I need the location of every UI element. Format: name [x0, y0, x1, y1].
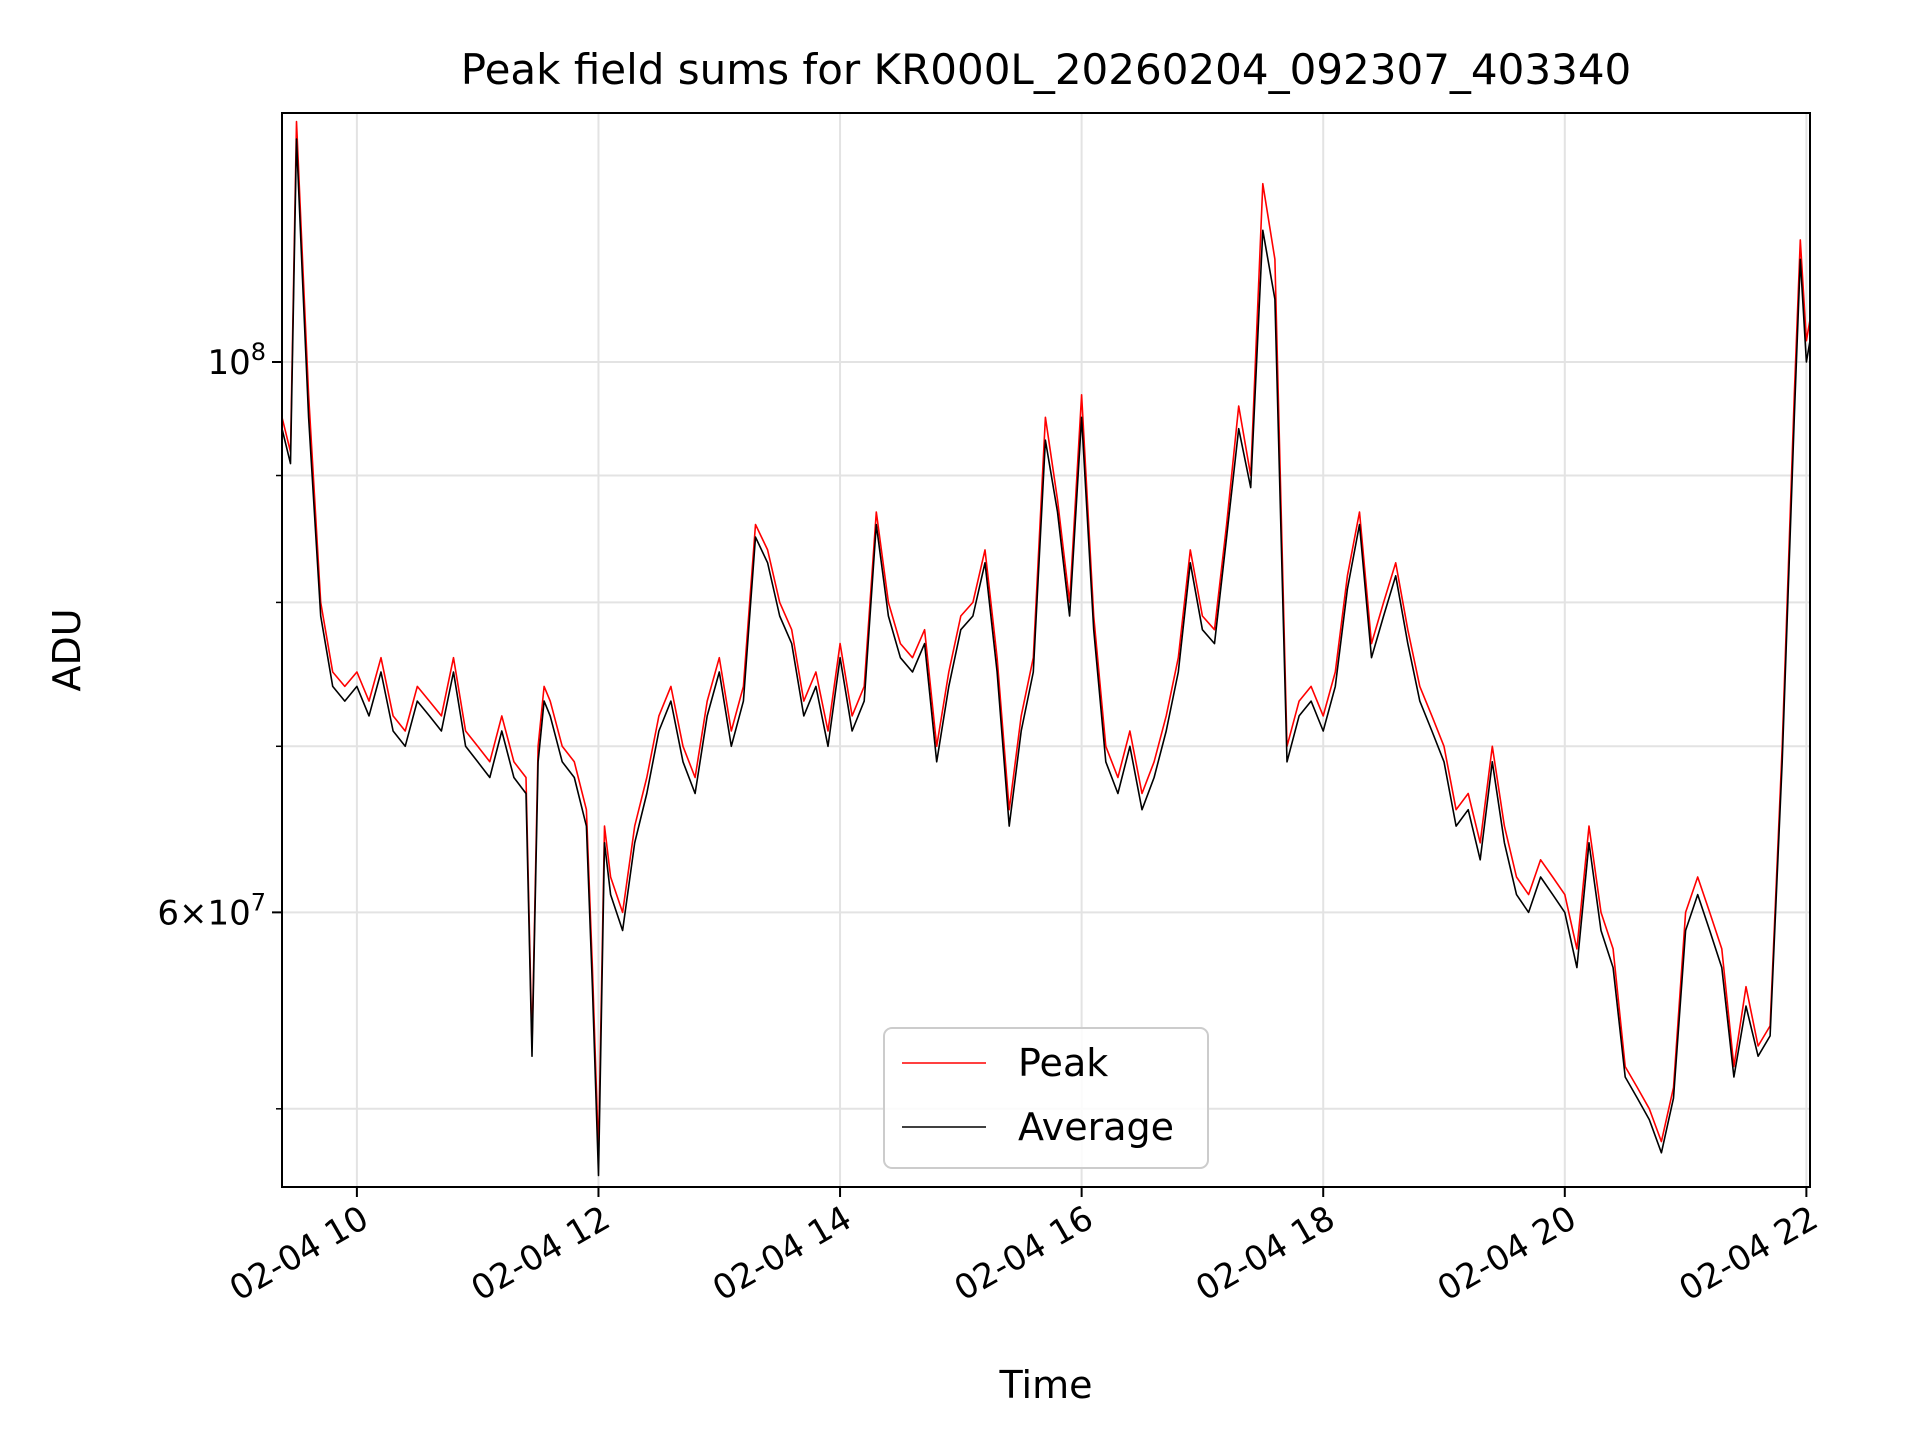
legend-average-label: Average — [1018, 1105, 1174, 1149]
y-axis-ticks: 108 6×107 — [157, 338, 282, 1110]
average-series-line — [281, 138, 1811, 1177]
plot-frame — [281, 112, 1811, 1188]
legend-peak-label: Peak — [1018, 1041, 1108, 1085]
plot-area — [282, 113, 1810, 1187]
chart-title: Peak field sums for KR000L_20260204_0923… — [461, 45, 1632, 94]
grid — [282, 113, 1810, 1187]
legend: Peak Average — [883, 1027, 1209, 1169]
y-tick-label: 6×107 — [157, 888, 266, 933]
series-lines — [281, 120, 1811, 1177]
y-axis-label: ADU — [45, 608, 89, 691]
x-axis-label: Time — [999, 1363, 1093, 1407]
y-tick-label: 108 — [207, 338, 266, 383]
